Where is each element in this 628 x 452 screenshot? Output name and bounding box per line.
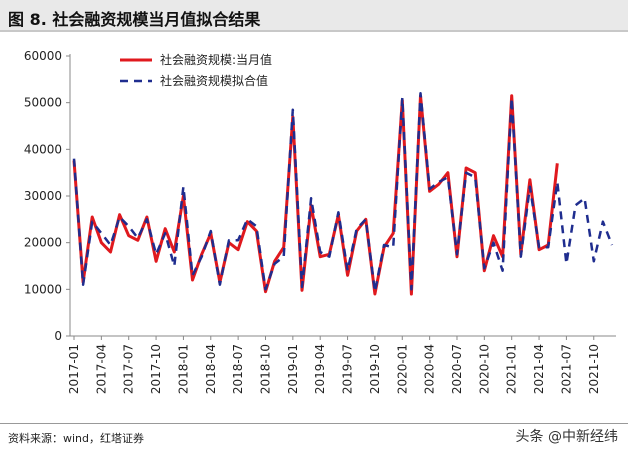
y-tick-label: 50000 [24, 96, 62, 110]
x-tick-label: 2021-01 [505, 344, 519, 394]
watermark: 头条 @中新经纬 [515, 429, 618, 445]
x-tick-label: 2017-04 [94, 344, 108, 394]
x-tick-label: 2021-04 [532, 344, 546, 394]
x-tick-label: 2018-04 [204, 344, 218, 394]
x-tick-label: 2018-07 [231, 344, 245, 394]
y-tick-label: 0 [54, 329, 62, 343]
x-tick-label: 2020-01 [395, 344, 409, 394]
y-tick-label: 60000 [24, 49, 62, 63]
y-tick-label: 40000 [24, 142, 62, 156]
x-tick-label: 2021-07 [559, 344, 573, 394]
line-chart: 0 10000 20000 30000 40000 50000 60000 2017-01 20… [24, 49, 616, 394]
x-tick-label: 2018-01 [176, 344, 190, 394]
x-tick-label: 2020-07 [450, 344, 464, 394]
y-tick-label: 10000 [24, 282, 62, 296]
source-note: 资料来源：wind，红塔证券 [8, 432, 145, 445]
y-tick-label: 30000 [24, 189, 62, 203]
figure-title-bar: 图 8. 社会融资规模当月值拟合结果 [0, 0, 628, 32]
x-tick-label: 2017-07 [122, 344, 136, 394]
series-line-actual [72, 94, 559, 296]
legend-label-actual: 社会融资规模:当月值 [160, 52, 272, 67]
figure-title: 图 8. 社会融资规模当月值拟合结果 [8, 10, 261, 29]
x-tick-label: 2019-04 [313, 344, 327, 394]
x-tick-label: 2017-10 [149, 344, 163, 394]
x-tick-label: 2019-10 [368, 344, 382, 394]
x-tick-label: 2020-10 [477, 344, 491, 394]
series-line-fitted [72, 92, 614, 293]
y-tick-label: 20000 [24, 236, 62, 250]
footer-divider [0, 423, 628, 424]
x-tick-label: 2021-10 [587, 344, 601, 394]
x-tick-label: 2017-01 [67, 344, 81, 394]
x-tick-label: 2019-01 [286, 344, 300, 394]
x-tick-label: 2019-07 [341, 344, 355, 394]
x-tick-label: 2018-10 [258, 344, 272, 394]
x-tick-label: 2020-04 [423, 344, 437, 394]
legend-label-fitted: 社会融资规模拟合值 [160, 73, 268, 88]
